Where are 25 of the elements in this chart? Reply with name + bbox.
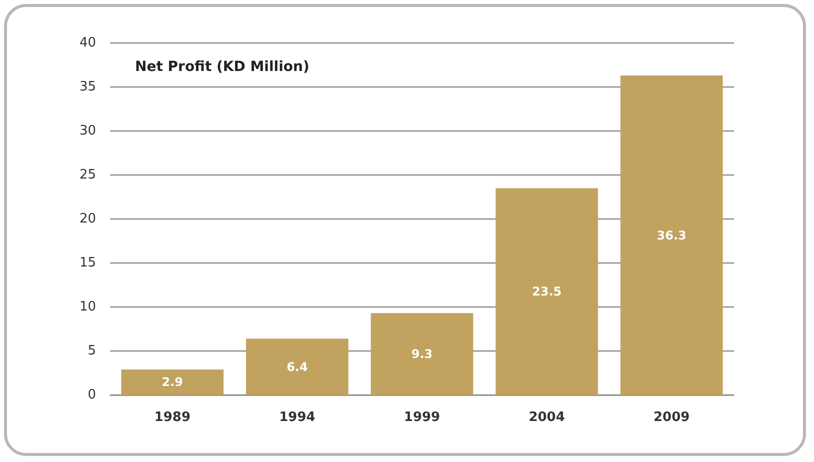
y-tick-label: 30: [79, 124, 96, 138]
data-label: 36.3: [656, 228, 686, 242]
data-label: 2.9: [162, 375, 184, 390]
x-tick-label: 1989: [154, 410, 190, 425]
text: Net Profit (KD Million): [135, 59, 310, 75]
y-tick-label: 20: [79, 212, 96, 226]
y-tick-label: 15: [79, 256, 96, 270]
bar: [496, 188, 598, 395]
bar: [121, 369, 224, 395]
x-tick-label: 1994: [279, 410, 316, 425]
data-label: 6.4: [286, 360, 308, 374]
y-tick-label: 40: [79, 36, 96, 50]
y-tick-label: 25: [79, 168, 96, 182]
y-tick-label: 0: [88, 388, 96, 402]
bar: [370, 313, 474, 395]
bar: [620, 76, 723, 395]
bar: [246, 338, 348, 395]
y-tick-label: 10: [79, 300, 96, 314]
x-tick-label: 2009: [654, 410, 690, 425]
y-tick-label: 5: [88, 344, 96, 358]
data-label: 23.5: [532, 284, 562, 299]
x-tick-label: 2004: [528, 410, 565, 425]
x-tick-label: 1999: [404, 410, 440, 425]
data-label: 9.3: [411, 347, 433, 362]
y-tick-label: 35: [79, 80, 96, 94]
